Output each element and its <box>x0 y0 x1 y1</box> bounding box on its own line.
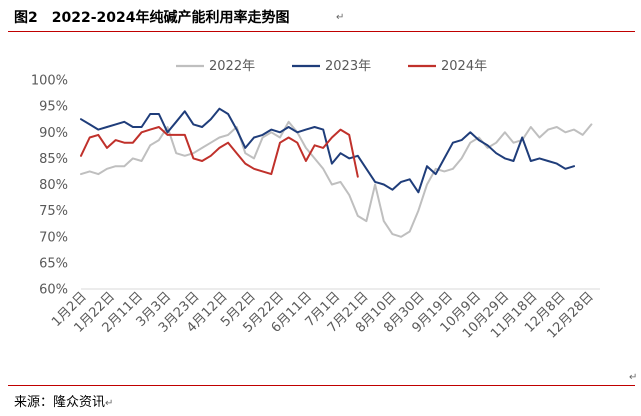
series-layer <box>80 107 593 238</box>
y-axis: 60% 65% 70% 75% 80% 85% 90% 95% 100% <box>31 74 68 298</box>
legend-label-2024: 2024年 <box>441 59 487 74</box>
paragraph-mark-icon: ↵ <box>336 12 345 23</box>
y-tick-label: 85% <box>39 152 68 167</box>
y-tick-label: 60% <box>39 283 68 298</box>
x-axis: 1月2日1月22日2月11日3月3日3月23日4月12日5月2日5月22日6月1… <box>49 288 600 342</box>
paragraph-mark-icon: ↵ <box>105 398 114 409</box>
series-line-2024年 <box>80 126 359 178</box>
y-tick-label: 70% <box>39 230 68 245</box>
source-line: 来源：隆众资讯↵ <box>14 391 113 410</box>
y-tick-label: 100% <box>31 74 68 89</box>
paragraph-mark-icon: ↵ <box>629 372 638 383</box>
title-row: 图2 2022-2024年纯碱产能利用率走势图 ↵ <box>0 0 641 30</box>
legend-item-2023: 2023年 <box>292 59 371 74</box>
legend-label-2023: 2023年 <box>325 59 371 74</box>
y-tick-label: 90% <box>39 126 68 141</box>
chart-title: 图2 2022-2024年纯碱产能利用率走势图 <box>14 7 290 27</box>
y-tick-label: 65% <box>39 256 68 271</box>
figure-number: 图2 <box>14 10 38 26</box>
y-tick-label: 80% <box>39 178 68 193</box>
source-text: 来源：隆众资讯 <box>14 395 106 410</box>
legend-item-2022: 2022年 <box>176 59 255 74</box>
y-tick-label: 95% <box>39 100 68 115</box>
legend: 2022年 2023年 2024年 <box>176 59 487 74</box>
y-tick-label: 75% <box>39 204 68 219</box>
series-line-2022年 <box>80 120 593 238</box>
figure-title: 2022-2024年纯碱产能利用率走势图 <box>51 10 290 26</box>
legend-label-2022: 2022年 <box>209 59 255 74</box>
top-rule <box>8 31 635 32</box>
bottom-rule <box>8 385 635 386</box>
legend-item-2024: 2024年 <box>408 59 487 74</box>
series-line-2023年 <box>80 107 575 194</box>
line-chart: 2022年 2023年 2024年 60% 65% 70% 75% 80% 85% 90% 9… <box>31 59 600 342</box>
